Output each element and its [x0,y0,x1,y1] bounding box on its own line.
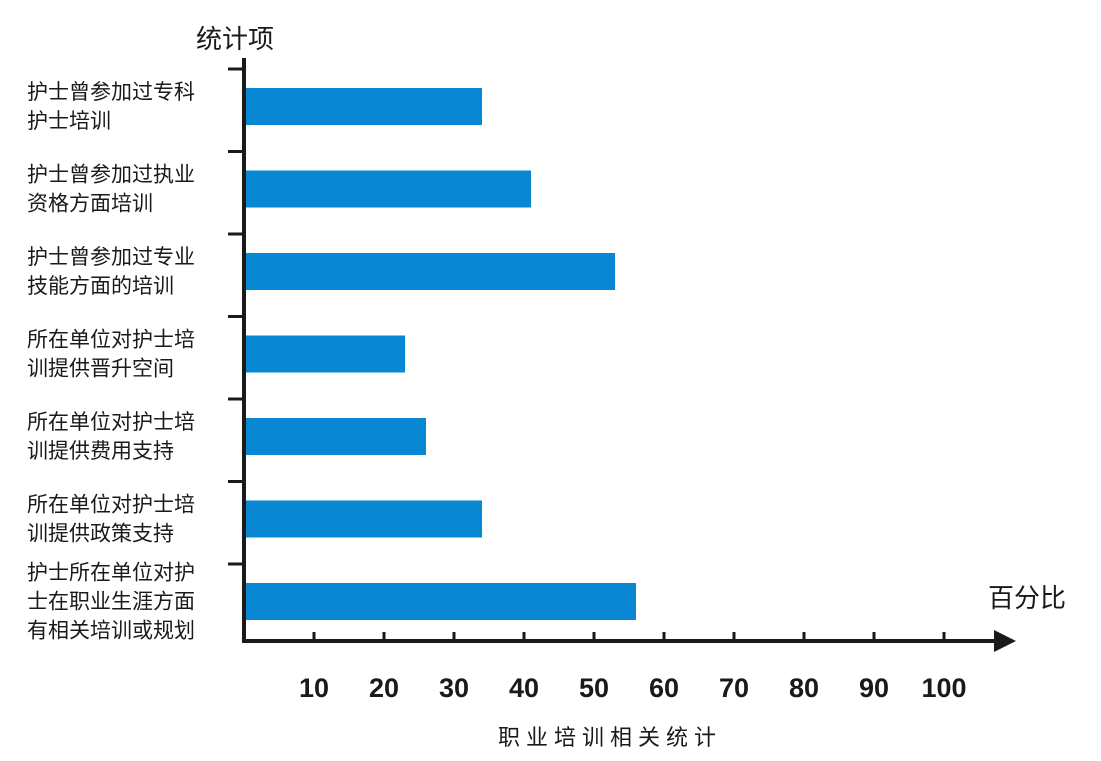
bar [244,170,531,208]
bars-group [244,88,636,620]
x-tick-label: 70 [719,673,749,703]
x-tick-label: 100 [921,673,966,703]
x-tick-label: 40 [509,673,539,703]
chart-title: 职业培训相关统计 [498,726,722,751]
bar [244,583,636,620]
category-labels-group: 护士曾参加过专科护士培训护士曾参加过执业资格方面培训护士曾参加过专业技能方面的培… [27,80,195,643]
bar [244,88,482,125]
x-tick-label: 80 [789,673,819,703]
x-axis-title: 百分比 [988,584,1066,614]
category-label: 护士所在单位对护士在职业生涯方面有相关培训或规划 [27,561,195,643]
x-tick-label: 20 [369,673,399,703]
x-tick-label: 10 [299,673,329,703]
category-label: 所在单位对护士培训提供政策支持 [27,493,195,546]
category-label: 所在单位对护士培训提供费用支持 [27,410,195,463]
bar [244,253,615,290]
x-tick-label: 60 [649,673,679,703]
bar [244,335,405,373]
axes-group [228,58,1016,652]
category-label: 所在单位对护士培训提供晋升空间 [27,328,195,381]
category-label: 护士曾参加过执业资格方面培训 [27,163,195,216]
x-tick-label: 30 [439,673,469,703]
bar [244,418,426,455]
bar [244,500,482,538]
x-tick-label: 50 [579,673,609,703]
category-label: 护士曾参加过专科护士培训 [27,80,195,133]
x-tick-labels-group: 10 20 30 40 50 60 70 80 90 100 [299,673,967,703]
y-axis-title: 统计项 [196,25,274,55]
category-label: 护士曾参加过专业技能方面的培训 [27,245,195,298]
x-tick-label: 90 [859,673,889,703]
x-axis-arrow-icon [994,630,1016,652]
